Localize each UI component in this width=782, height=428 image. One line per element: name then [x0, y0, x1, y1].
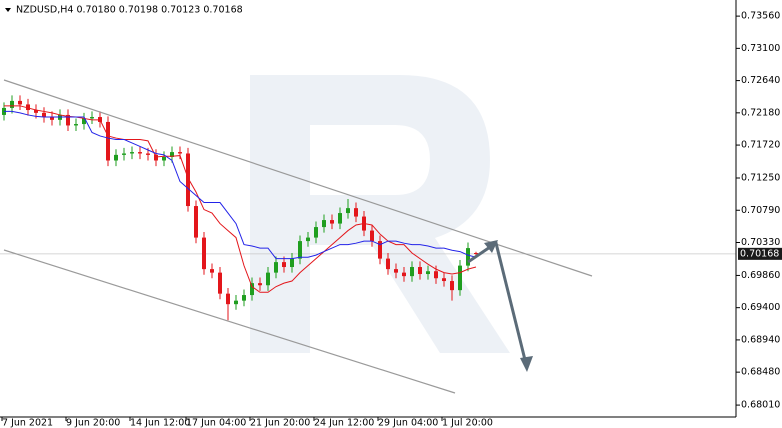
candle-body [90, 117, 94, 119]
candle-body [210, 269, 214, 273]
candle-body [106, 121, 110, 161]
candle-body [114, 154, 118, 161]
candle-body [458, 265, 462, 291]
y-tick-label: 0.68940 [741, 334, 780, 345]
candle-body [226, 293, 230, 305]
candle-body [370, 230, 374, 242]
candle-body [170, 152, 174, 157]
candle-body [82, 118, 86, 125]
y-tick-label: 0.71250 [741, 173, 780, 184]
x-tick-label: 7 Jun 2021 [2, 418, 53, 428]
candle-body [266, 272, 270, 286]
y-tick-label: 0.69860 [741, 270, 780, 281]
candle-body [194, 206, 198, 238]
x-tick-label: 1 Jul 20:00 [442, 418, 493, 428]
candle-body [218, 272, 222, 294]
candle-body [130, 152, 134, 154]
x-tick-label: 17 Jun 04:00 [186, 418, 246, 428]
candle-body [178, 152, 182, 154]
candle-body [298, 241, 302, 259]
candle-body [282, 262, 286, 268]
candle-body [234, 300, 238, 305]
channel-lower [3, 249, 456, 394]
y-tick-label: 0.70330 [741, 237, 780, 248]
menu-arrow [5, 8, 11, 12]
y-tick-label: 0.69400 [741, 302, 780, 313]
x-tick-label: 21 Jun 20:00 [250, 418, 310, 428]
candle-body [74, 124, 78, 126]
x-tick-label: 24 Jun 12:00 [314, 418, 374, 428]
indicator-line [4, 105, 477, 293]
candle-body [34, 110, 38, 113]
candle-body [450, 281, 454, 291]
x-tick-label: 29 Jun 04:00 [378, 418, 438, 428]
candle-body [314, 227, 318, 238]
y-tick-label: 0.73100 [741, 43, 780, 54]
candle-body [410, 267, 414, 277]
candle-body [18, 100, 22, 105]
candle-body [250, 283, 254, 296]
candle-body [434, 271, 438, 279]
candle-body [402, 272, 406, 277]
plot-area [0, 95, 736, 321]
candle-body [10, 100, 14, 108]
candle-body [418, 267, 422, 275]
y-tick-label: 0.72180 [741, 107, 780, 118]
candle-body [274, 262, 278, 273]
candle-body [442, 278, 446, 282]
x-tick-label: 9 Jun 20:00 [66, 418, 120, 428]
candle-body [162, 156, 166, 161]
candle-body [186, 153, 190, 207]
candle-body [242, 295, 246, 301]
y-tick-label: 0.72640 [741, 75, 780, 86]
candle-body [378, 241, 382, 259]
candle-body [258, 283, 262, 286]
candle-body [146, 153, 150, 155]
candle-body [354, 208, 358, 217]
candle-body [50, 117, 54, 120]
y-tick-label: 0.68010 [741, 400, 780, 411]
y-tick-label: 0.71720 [741, 140, 780, 151]
candle-body [386, 258, 390, 270]
candle-body [394, 269, 398, 273]
arrow-head [484, 240, 498, 253]
candle-body [426, 271, 430, 275]
candle-body [202, 237, 206, 270]
x-tick-label: 14 Jun 12:00 [130, 418, 190, 428]
indicator-line [4, 110, 477, 260]
last-price-label: 0.70168 [740, 248, 779, 259]
candle-body [330, 220, 334, 224]
last-price-box [738, 247, 782, 260]
candle-body [338, 213, 342, 224]
y-tick-label: 0.70790 [741, 205, 780, 216]
candle-body [154, 154, 158, 161]
candle-body [138, 152, 142, 154]
candle-body [306, 237, 310, 242]
candle-body [346, 208, 350, 214]
candle-body [290, 258, 294, 268]
candle-body [26, 104, 30, 111]
watermark [250, 75, 510, 353]
candle-body [322, 220, 326, 228]
candle-body [122, 153, 126, 155]
candle-body [474, 253, 478, 255]
candle-body [42, 112, 46, 118]
y-tick-label: 0.68480 [741, 367, 780, 378]
candle-body [466, 248, 470, 266]
arrow-head [520, 356, 533, 372]
y-tick-label: 0.73560 [741, 11, 780, 22]
candle-body [66, 114, 70, 126]
chart-title: NZDUSD,H4 0.70180 0.70198 0.70123 0.7016… [16, 5, 243, 16]
